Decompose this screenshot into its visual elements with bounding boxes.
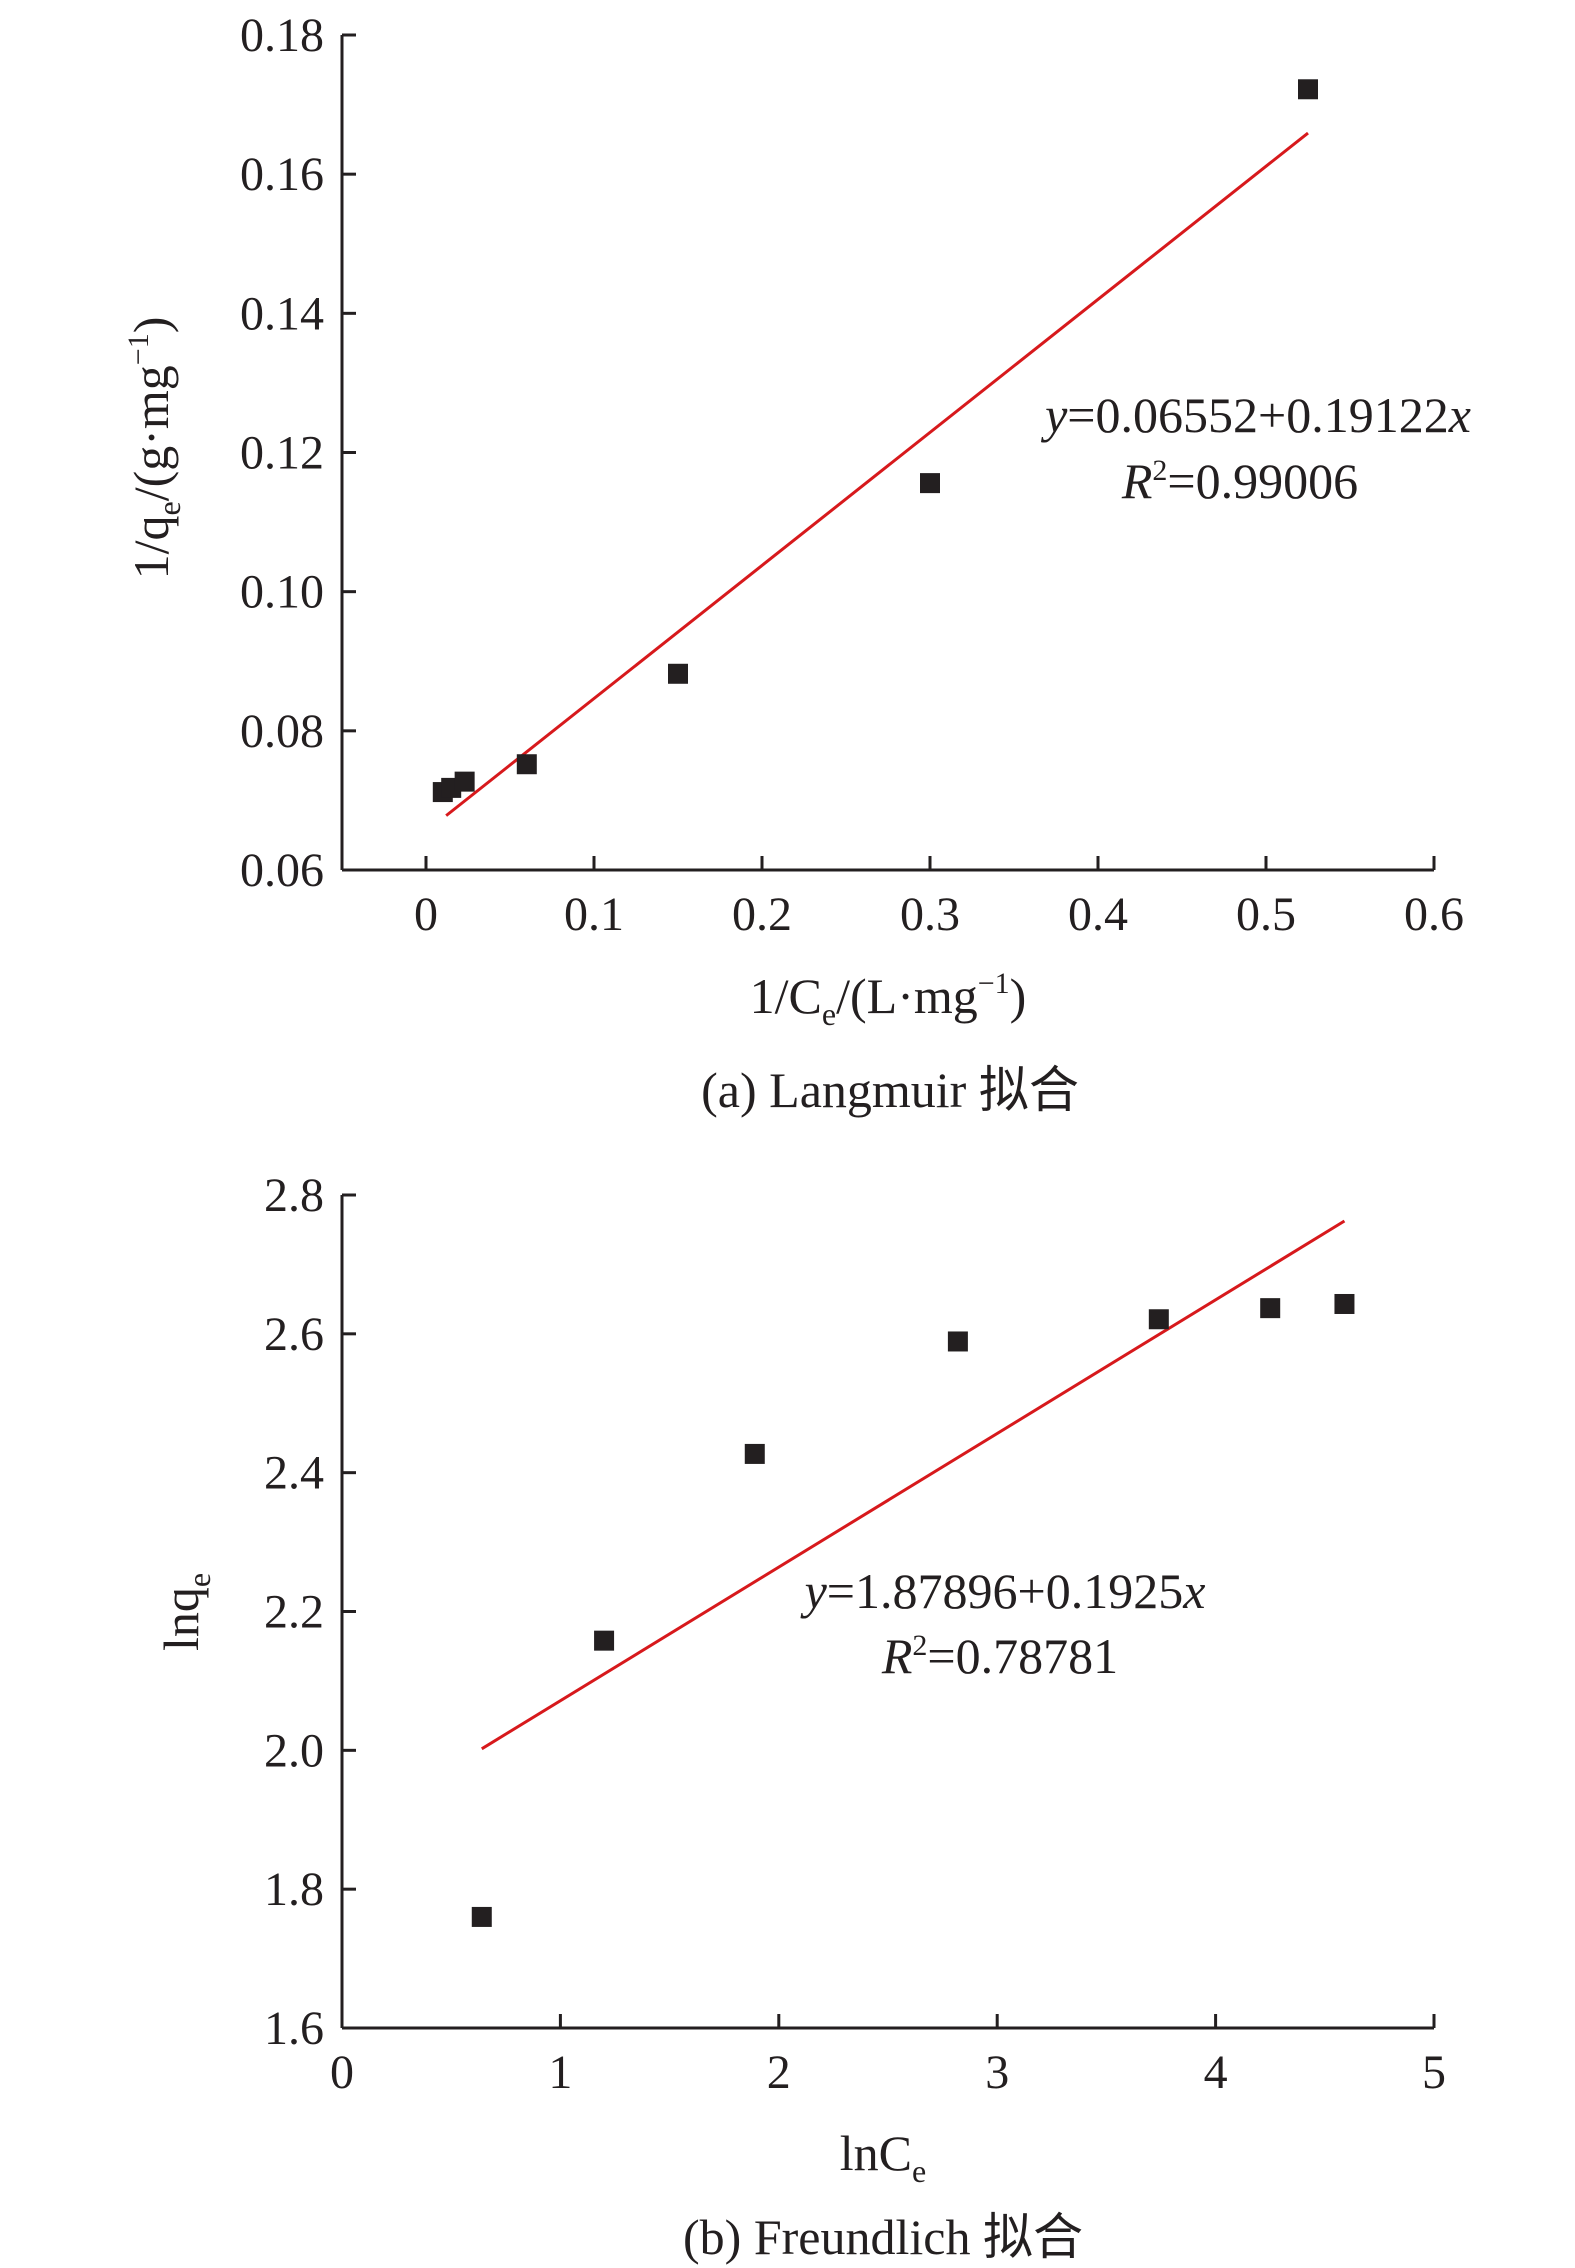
langmuir-x-tick-label: 0.2 bbox=[732, 888, 792, 941]
freundlich-y-tick-label: 1.8 bbox=[264, 1863, 324, 1916]
freundlich-y-tick-label: 2.4 bbox=[264, 1447, 324, 1500]
freundlich-caption: (b) Freundlich 拟合 bbox=[683, 2209, 1083, 2265]
langmuir-y-tick-label: 0.16 bbox=[240, 148, 324, 201]
freundlich-axes: 0 1 2 3 4 5 1.6 1.8 2.0 2.2 2.4 2.6 2.8 bbox=[264, 1169, 1446, 2099]
langmuir-data-point bbox=[1298, 79, 1318, 100]
langmuir-x-tick-label: 0 bbox=[414, 888, 438, 941]
freundlich-data-point bbox=[744, 1443, 765, 1464]
langmuir-equation: y=0.06552+0.19122x bbox=[1040, 387, 1471, 443]
langmuir-data-point bbox=[668, 663, 688, 684]
langmuir-r-squared: R2=0.99006 bbox=[1121, 453, 1358, 509]
langmuir-x-tick-label: 0.5 bbox=[1236, 888, 1296, 941]
langmuir-axes: 0 0.1 0.2 0.3 0.4 0.5 0.6 0.06 0.08 0.10 0.12 0.14 0… bbox=[240, 9, 1464, 941]
freundlich-fit-line bbox=[480, 1219, 1346, 1751]
freundlich-data-point bbox=[594, 1630, 615, 1651]
langmuir-fit-segment bbox=[445, 131, 1309, 817]
freundlich-x-tick-label: 4 bbox=[1204, 2046, 1228, 2099]
langmuir-fit-line bbox=[445, 131, 1309, 817]
langmuir-y-tick-label: 0.08 bbox=[240, 705, 324, 758]
freundlich-data-point bbox=[471, 1906, 492, 1927]
langmuir-y-tick-label: 0.14 bbox=[240, 287, 324, 340]
freundlich-fit-segment bbox=[480, 1219, 1346, 1751]
freundlich-y-tick-label: 2.2 bbox=[264, 1586, 324, 1639]
langmuir-x-tick-label: 0.1 bbox=[564, 888, 624, 941]
langmuir-caption: (a) Langmuir 拟合 bbox=[701, 1062, 1079, 1118]
freundlich-x-tick-label: 1 bbox=[548, 2046, 572, 2099]
langmuir-data-point bbox=[920, 473, 940, 494]
freundlich-x-tick-label: 2 bbox=[767, 2046, 791, 2099]
langmuir-x-tick-label: 0.6 bbox=[1404, 888, 1464, 941]
freundlich-x-tick-label: 0 bbox=[330, 2046, 354, 2099]
freundlich-data-point bbox=[1334, 1293, 1355, 1314]
langmuir-data-point bbox=[454, 771, 475, 792]
freundlich-x-axis-title: lnCe bbox=[840, 2125, 926, 2189]
freundlich-r-squared: R2=0.78781 bbox=[881, 1628, 1118, 1684]
freundlich-x-tick-label: 5 bbox=[1422, 2046, 1446, 2099]
freundlich-points bbox=[471, 1293, 1355, 1927]
langmuir-x-tick-label: 0.4 bbox=[1068, 888, 1128, 941]
langmuir-chart: 0 0.1 0.2 0.3 0.4 0.5 0.6 0.06 0.08 0.10 0.12 0.14 0… bbox=[122, 9, 1471, 1118]
langmuir-y-tick-label: 0.12 bbox=[240, 427, 324, 480]
langmuir-y-tick-label: 0.06 bbox=[240, 844, 324, 897]
freundlich-data-point bbox=[1148, 1309, 1169, 1330]
freundlich-y-tick-label: 2.6 bbox=[264, 1308, 324, 1361]
langmuir-y-tick-label: 0.18 bbox=[240, 9, 324, 62]
freundlich-chart: 0 1 2 3 4 5 1.6 1.8 2.0 2.2 2.4 2.6 2.8 y=1.87896+0.… bbox=[153, 1169, 1446, 2265]
langmuir-data-point bbox=[516, 754, 537, 775]
freundlich-equation: y=1.87896+0.1925x bbox=[800, 1563, 1206, 1619]
langmuir-x-axis-title: 1/Ce/(L·mg−1) bbox=[750, 967, 1027, 1032]
freundlich-y-tick-label: 2.8 bbox=[264, 1169, 324, 1222]
langmuir-points bbox=[432, 79, 1318, 803]
langmuir-y-axis-title: 1/qe/(g·mg−1) bbox=[122, 317, 187, 580]
freundlich-y-tick-label: 1.6 bbox=[264, 2002, 324, 2055]
freundlich-data-point bbox=[947, 1331, 968, 1352]
freundlich-y-tick-label: 2.0 bbox=[264, 1724, 324, 1777]
freundlich-y-axis-title: lnqe bbox=[153, 1573, 217, 1651]
freundlich-x-tick-label: 3 bbox=[985, 2046, 1009, 2099]
freundlich-data-point bbox=[1260, 1298, 1281, 1319]
langmuir-y-tick-label: 0.10 bbox=[240, 566, 324, 619]
langmuir-x-tick-label: 0.3 bbox=[900, 888, 960, 941]
